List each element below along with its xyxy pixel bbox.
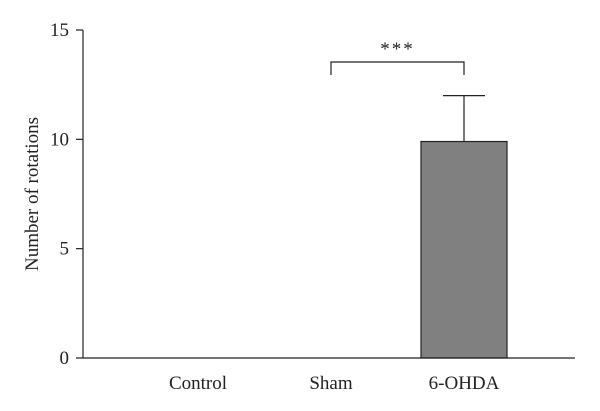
x-tick-label-sham: Sham xyxy=(309,373,353,394)
error-bars xyxy=(443,94,485,142)
y-tick-label: 10 xyxy=(50,129,69,150)
y-tick-label: 15 xyxy=(50,20,69,41)
bar-6-ohda xyxy=(420,140,508,359)
significance-bracket: *** xyxy=(330,39,465,75)
x-tick-label-control: Control xyxy=(169,373,227,394)
x-axis-labels: Control Sham 6-OHDA xyxy=(169,373,500,394)
y-axis-title: Number of rotations xyxy=(22,117,43,271)
y-tick-label: 0 xyxy=(60,348,70,369)
y-axis-ticks: 0 5 10 15 xyxy=(50,20,83,369)
significance-label: *** xyxy=(380,39,415,60)
bars xyxy=(420,140,508,359)
y-tick-label: 5 xyxy=(60,239,70,260)
significance-bracket-line xyxy=(330,61,465,75)
x-tick-label-6-ohda: 6-OHDA xyxy=(429,373,500,394)
